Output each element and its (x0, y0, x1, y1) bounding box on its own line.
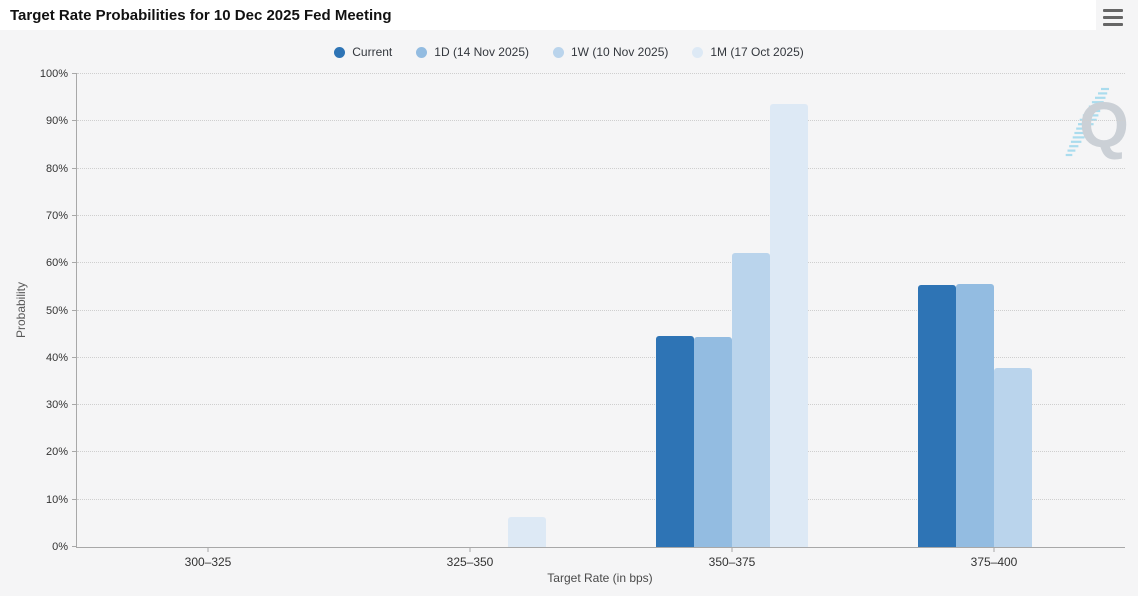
y-axis-tick (72, 498, 77, 500)
hamburger-bar (1103, 9, 1123, 12)
y-axis-tick (72, 167, 77, 169)
bar-slot (956, 74, 994, 547)
x-axis-category-label: 300–325 (184, 555, 232, 569)
x-axis-category-label: 375–400 (970, 555, 1018, 569)
y-axis-tick (72, 214, 77, 216)
x-axis-title: Target Rate (in bps) (547, 571, 653, 585)
y-axis-tick (72, 356, 77, 358)
quikstrike-q-logo-watermark: Q (1065, 87, 1129, 160)
x-axis-tick (993, 547, 995, 552)
bar-slot (132, 74, 170, 547)
bar-1m-17-oct-2025-350-375[interactable] (770, 103, 808, 547)
y-axis-title: Probability (14, 74, 28, 547)
bar-slot (994, 74, 1032, 547)
bar-1w-10-nov-2025-375-400[interactable] (994, 368, 1032, 547)
y-axis-tick-label: 100% (39, 68, 68, 80)
x-axis-category-label: 350–375 (708, 555, 756, 569)
bar-slot (732, 74, 770, 547)
x-axis-tick (207, 547, 209, 552)
chart-legend: Current 1D (14 Nov 2025) 1W (10 Nov 2025) 1… (0, 45, 1138, 59)
legend-item-1m-17-oct-2025[interactable]: 1M (17 Oct 2025) (692, 45, 804, 59)
bar-slot (1032, 74, 1070, 547)
legend-label: 1D (14 Nov 2025) (434, 45, 529, 59)
legend-dot-icon (334, 46, 346, 58)
bar-1d-14-nov-2025-350-375[interactable] (694, 337, 732, 547)
bar-group-325-350 (339, 74, 601, 547)
bar-slot (656, 74, 694, 547)
y-axis-tick (72, 451, 77, 453)
y-axis-tick (72, 546, 77, 547)
gridline-20 (77, 451, 1125, 453)
watermark-q-letter: Q (1079, 89, 1129, 160)
bar-group-300-325 (77, 74, 339, 547)
bar-group-375-400 (863, 74, 1125, 547)
y-axis-tick (72, 262, 77, 264)
legend-label: 1M (17 Oct 2025) (710, 45, 804, 59)
y-axis-tick-label: 20% (45, 446, 68, 459)
gridline-60 (77, 262, 1125, 264)
title-bar: Target Rate Probabilities for 10 Dec 202… (0, 0, 1096, 30)
legend-label: 1W (10 Nov 2025) (570, 45, 669, 59)
legend-item-1d-14-nov-2025[interactable]: 1D (14 Nov 2025) (416, 45, 529, 59)
y-axis-tick (72, 404, 77, 406)
bar-slot (694, 74, 732, 547)
gridline-50 (77, 309, 1125, 311)
gridline-90 (77, 120, 1125, 122)
y-axis-tick-label: 0% (52, 541, 68, 553)
gridline-30 (77, 404, 1125, 406)
gridline-40 (77, 356, 1125, 358)
legend-dot-icon (692, 46, 704, 58)
bar-slot (394, 74, 432, 547)
x-axis-category-label: 325–350 (446, 555, 494, 569)
bar-slot (770, 74, 808, 547)
gridline-10 (77, 498, 1125, 500)
chart-title: Target Rate Probabilities for 10 Dec 202… (10, 7, 392, 24)
gridline-100 (77, 73, 1125, 74)
hamburger-bar (1103, 23, 1123, 26)
legend-item-1w-10-nov-2025[interactable]: 1W (10 Nov 2025) (552, 45, 669, 59)
plot-area: 0% 10% 20% 30% 40% 50% 60% 70% 80% 90% 100% 300–325… (40, 68, 1125, 569)
y-axis-tick (72, 73, 77, 74)
bar-slot (246, 74, 284, 547)
legend-dot-icon (416, 46, 428, 58)
bar-slot (170, 74, 208, 547)
x-axis-tick (731, 547, 733, 552)
y-axis-tick-label: 30% (45, 399, 68, 412)
legend-label: Current (352, 45, 393, 59)
bar-slot (918, 74, 956, 547)
bar-slot (208, 74, 246, 547)
legend-item-current[interactable]: Current (334, 45, 392, 59)
legend-dot-icon (552, 46, 564, 58)
y-axis-title-text: Probability (14, 282, 28, 339)
y-axis-tick-label: 40% (45, 351, 68, 364)
y-axis-tick-label: 70% (45, 209, 68, 222)
bar-1d-14-nov-2025-375-400[interactable] (956, 283, 994, 547)
y-axis-tick (72, 309, 77, 311)
bar-slot (432, 74, 470, 547)
bar-slot (508, 74, 546, 547)
y-axis-tick-label: 60% (45, 257, 68, 270)
hamburger-menu-icon[interactable] (1103, 9, 1123, 26)
bar-1w-10-nov-2025-350-375[interactable] (732, 252, 770, 547)
y-axis-tick (72, 120, 77, 122)
y-axis-tick-label: 10% (45, 493, 68, 506)
y-axis-tick-label: 90% (45, 115, 68, 128)
y-axis-tick-label: 80% (45, 162, 68, 175)
bar-current-375-400[interactable] (918, 285, 956, 547)
hamburger-bar (1103, 16, 1123, 19)
bar-1m-17-oct-2025-325-350[interactable] (508, 517, 546, 547)
bar-group-350-375 (601, 74, 863, 547)
y-axis-tick-label: 50% (45, 304, 68, 317)
bar-slot (470, 74, 508, 547)
bar-current-350-375[interactable] (656, 335, 694, 547)
gridline-80 (77, 167, 1125, 169)
gridline-70 (77, 214, 1125, 216)
x-axis-tick (469, 547, 471, 552)
